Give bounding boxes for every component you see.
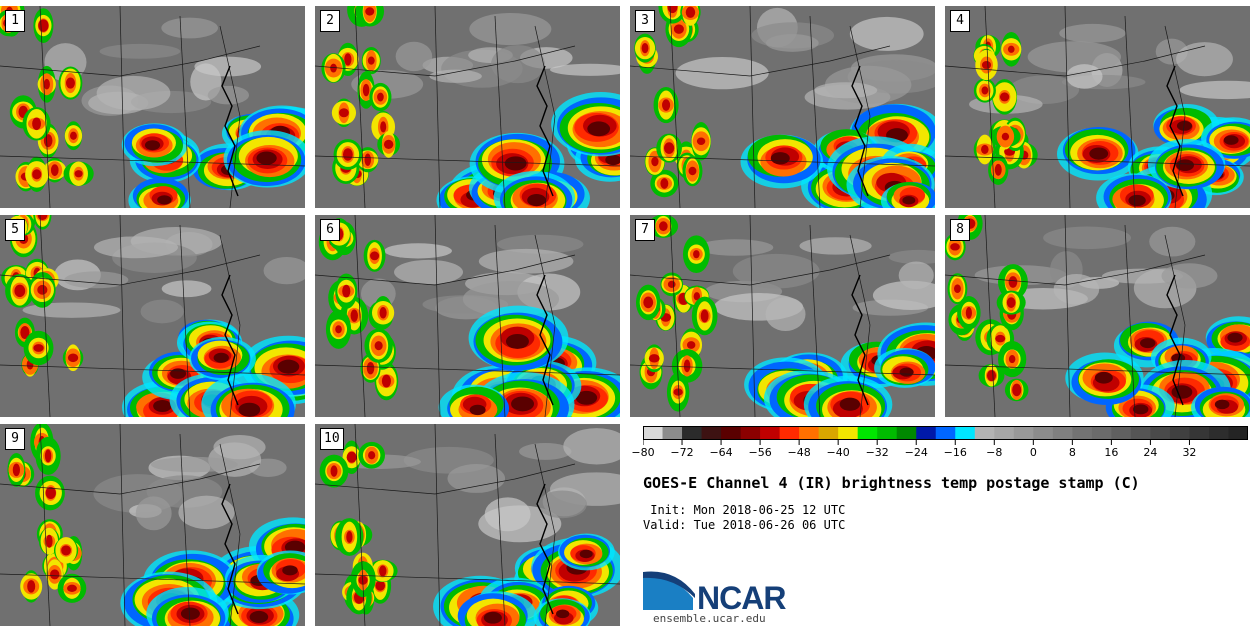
- colorbar-tick-label: −24: [904, 446, 928, 459]
- colorbar-tick-label: −56: [748, 446, 772, 459]
- panel-number: 1: [5, 10, 25, 32]
- colorbar-swatch: [1013, 426, 1034, 440]
- panel-number: 4: [950, 10, 970, 32]
- colorbar-tick-label: −40: [826, 446, 850, 459]
- colorbar-tick-label: 8: [1068, 446, 1076, 459]
- ensemble-member-panel: 2: [315, 6, 620, 208]
- colorbar-swatch: [721, 426, 742, 440]
- ensemble-member-panel: 3: [630, 6, 935, 208]
- colorbar-tick-label: −72: [670, 446, 694, 459]
- colorbar-swatch: [877, 426, 898, 440]
- colorbar-swatch: [818, 426, 839, 440]
- colorbar-swatch: [916, 426, 937, 440]
- panel-number: 8: [950, 219, 970, 241]
- ir-satellite-map: [0, 215, 305, 417]
- panel-number: 2: [320, 10, 340, 32]
- chart-title: GOES-E Channel 4 (IR) brightness temp po…: [643, 474, 1140, 492]
- colorbar-swatch: [701, 426, 722, 440]
- ensemble-member-panel: 9: [0, 424, 305, 626]
- colorbar-tick-label: 16: [1104, 446, 1119, 459]
- colorbar-swatch: [1130, 426, 1151, 440]
- colorbar-swatch: [1052, 426, 1073, 440]
- valid-time: Valid: Tue 2018-06-26 06 UTC: [643, 518, 846, 532]
- panel-number: 9: [5, 428, 25, 450]
- ir-satellite-map: [315, 215, 620, 417]
- ir-satellite-map: [630, 6, 935, 208]
- colorbar-swatch: [643, 426, 664, 440]
- colorbar-swatch: [1091, 426, 1112, 440]
- colorbar-tick-label: −16: [943, 446, 967, 459]
- colorbar-swatch: [662, 426, 683, 440]
- colorbar-tick-label: 0: [1029, 446, 1037, 459]
- colorbar-tick-label: −64: [709, 446, 733, 459]
- colorbar: [643, 426, 1248, 445]
- ir-satellite-map: [315, 424, 620, 626]
- colorbar-swatch: [857, 426, 878, 440]
- ir-satellite-map: [0, 424, 305, 626]
- init-time: Init: Mon 2018-06-25 12 UTC: [643, 503, 846, 517]
- colorbar-swatch: [994, 426, 1015, 440]
- panel-number: 10: [320, 428, 344, 450]
- panel-number: 3: [635, 10, 655, 32]
- colorbar-swatch: [740, 426, 761, 440]
- ir-satellite-map: [0, 6, 305, 208]
- ir-satellite-map: [315, 6, 620, 208]
- ensemble-member-panel: 4: [945, 6, 1250, 208]
- colorbar-tick-label: −8: [986, 446, 1003, 459]
- colorbar-swatch: [682, 426, 703, 440]
- colorbar-swatch: [1072, 426, 1093, 440]
- colorbar-swatch: [1208, 426, 1229, 440]
- colorbar-swatch: [1111, 426, 1132, 440]
- colorbar-swatch: [838, 426, 859, 440]
- colorbar-swatch: [1150, 426, 1171, 440]
- ensemble-member-panel: 6: [315, 215, 620, 417]
- ensemble-member-panel: 10: [315, 424, 620, 626]
- ncar-logo-text: NCAR: [697, 580, 786, 616]
- ir-satellite-map: [630, 215, 935, 417]
- panel-number: 7: [635, 219, 655, 241]
- colorbar-swatch: [779, 426, 800, 440]
- colorbar-swatch: [1033, 426, 1054, 440]
- ensemble-member-panel: 1: [0, 6, 305, 208]
- colorbar-tick-label: 24: [1143, 446, 1158, 459]
- colorbar-swatch: [1189, 426, 1210, 440]
- colorbar-swatch: [935, 426, 956, 440]
- colorbar-swatch: [955, 426, 976, 440]
- colorbar-swatch: [974, 426, 995, 440]
- panel-number: 5: [5, 219, 25, 241]
- ensemble-member-panel: 8: [945, 215, 1250, 417]
- ncar-logo-icon: [643, 571, 695, 610]
- panel-number: 6: [320, 219, 340, 241]
- ensemble-member-panel: 7: [630, 215, 935, 417]
- colorbar-tick-label: −80: [631, 446, 655, 459]
- colorbar-tick-label: 32: [1182, 446, 1197, 459]
- colorbar-tick-label: −48: [787, 446, 811, 459]
- logo-url: ensemble.ucar.edu: [653, 612, 766, 625]
- colorbar-tick-label: −32: [865, 446, 889, 459]
- colorbar-swatch: [1228, 426, 1248, 440]
- colorbar-swatch: [760, 426, 781, 440]
- ir-satellite-map: [945, 6, 1250, 208]
- colorbar-swatch: [799, 426, 820, 440]
- colorbar-swatch: [896, 426, 917, 440]
- colorbar-swatch: [1169, 426, 1190, 440]
- ir-satellite-map: [945, 215, 1250, 417]
- ensemble-member-panel: 5: [0, 215, 305, 417]
